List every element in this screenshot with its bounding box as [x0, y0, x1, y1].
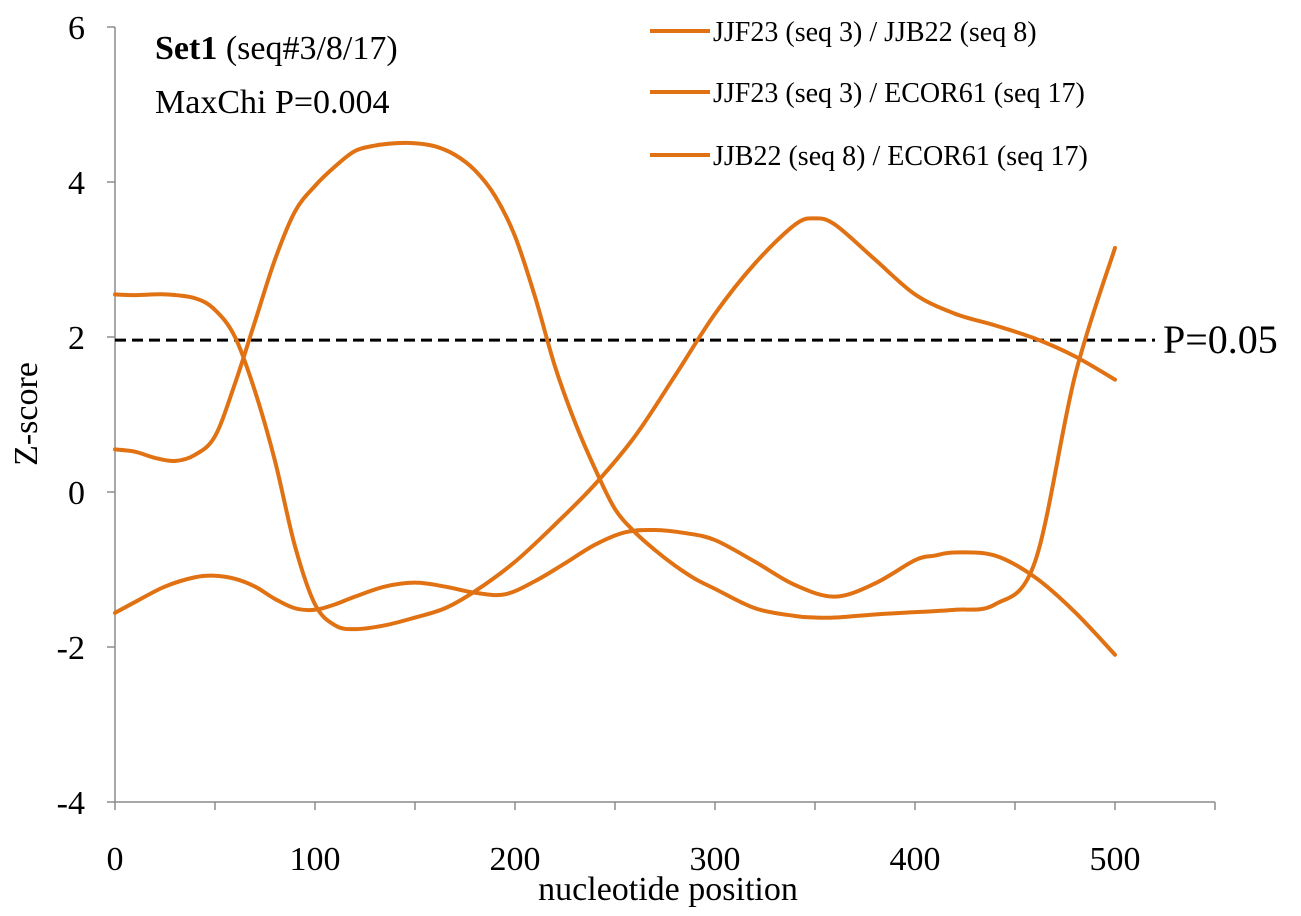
axes [114, 27, 1215, 803]
y-tick-label: 0 [68, 475, 85, 512]
x-tick-label: 0 [107, 841, 124, 878]
y-tick-label: 2 [68, 320, 85, 357]
series-line-2 [113, 140, 1117, 620]
legend-label-2: JJF23 (seq 3) / ECOR61 (seq 17) [713, 78, 1085, 109]
y-tick-label: -4 [57, 785, 85, 822]
x-axis-label: nucleotide position [538, 871, 798, 908]
x-tick-label: 300 [690, 841, 741, 878]
y-tick-label: -2 [57, 630, 85, 667]
legend-label-3: JJB22 (seq 8) / ECOR61 (seq 17) [713, 141, 1088, 172]
threshold-label: P=0.05 [1163, 317, 1278, 362]
x-tick-label: 500 [1090, 841, 1141, 878]
series-line-3 [113, 216, 1117, 632]
y-tick-label: 4 [68, 165, 85, 202]
x-tick-label: 100 [290, 841, 341, 878]
y-tick-label: 6 [68, 10, 85, 47]
y-axis-label: Z-score [8, 362, 45, 466]
x-tick-label: 400 [890, 841, 941, 878]
chart-annotation-line1: Set1 (seq#3/8/17) [155, 30, 398, 67]
series-line-1 [113, 527, 1117, 657]
legend: JJF23 (seq 3) / JJB22 (seq 8) JJF23 (seq … [650, 17, 1088, 172]
chart-annotation-line2: MaxChi P=0.004 [155, 84, 390, 121]
x-tick-label: 200 [490, 841, 541, 878]
annotation-bold: Set1 [155, 30, 217, 67]
series-lines [113, 140, 1117, 657]
tick-labels: -4 -2 0 2 4 6 0 100 200 300 400 500 [57, 10, 1216, 878]
legend-label-1: JJF23 (seq 3) / JJB22 (seq 8) [713, 17, 1037, 48]
threshold: P=0.05 [115, 317, 1278, 362]
annotation-rest: (seq#3/8/17) [217, 30, 397, 67]
